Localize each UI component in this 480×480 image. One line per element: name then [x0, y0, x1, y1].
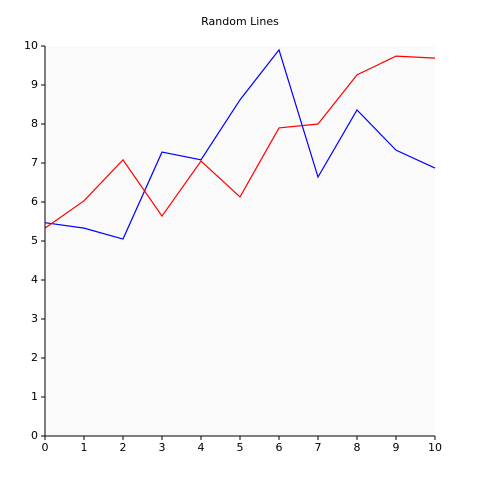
- x-tick-label: 0: [42, 441, 49, 454]
- x-tick-label: 10: [428, 441, 442, 454]
- y-tick-label: 0: [31, 429, 38, 442]
- x-tick-label: 3: [159, 441, 166, 454]
- y-tick-label: 1: [31, 390, 38, 403]
- chart-title: Random Lines: [201, 15, 279, 28]
- y-tick-label: 2: [31, 351, 38, 364]
- x-tick-label: 4: [198, 441, 205, 454]
- x-tick-label: 5: [237, 441, 244, 454]
- y-tick-label: 7: [31, 156, 38, 169]
- plot-background: [45, 46, 435, 436]
- x-tick-label: 7: [315, 441, 322, 454]
- y-tick-label: 5: [31, 234, 38, 247]
- y-tick-label: 6: [31, 195, 38, 208]
- x-tick-label: 9: [393, 441, 400, 454]
- y-tick-label: 8: [31, 117, 38, 130]
- x-tick-label: 6: [276, 441, 283, 454]
- y-tick-label: 9: [31, 78, 38, 91]
- y-tick-label: 4: [31, 273, 38, 286]
- series-line: [44, 48, 436, 240]
- x-tick-label: 1: [81, 441, 88, 454]
- x-tick-label: 2: [120, 441, 127, 454]
- y-tick-label: 10: [24, 39, 38, 52]
- x-tick-label: 8: [354, 441, 361, 454]
- series-line: [44, 55, 436, 229]
- y-tick-label: 3: [31, 312, 38, 325]
